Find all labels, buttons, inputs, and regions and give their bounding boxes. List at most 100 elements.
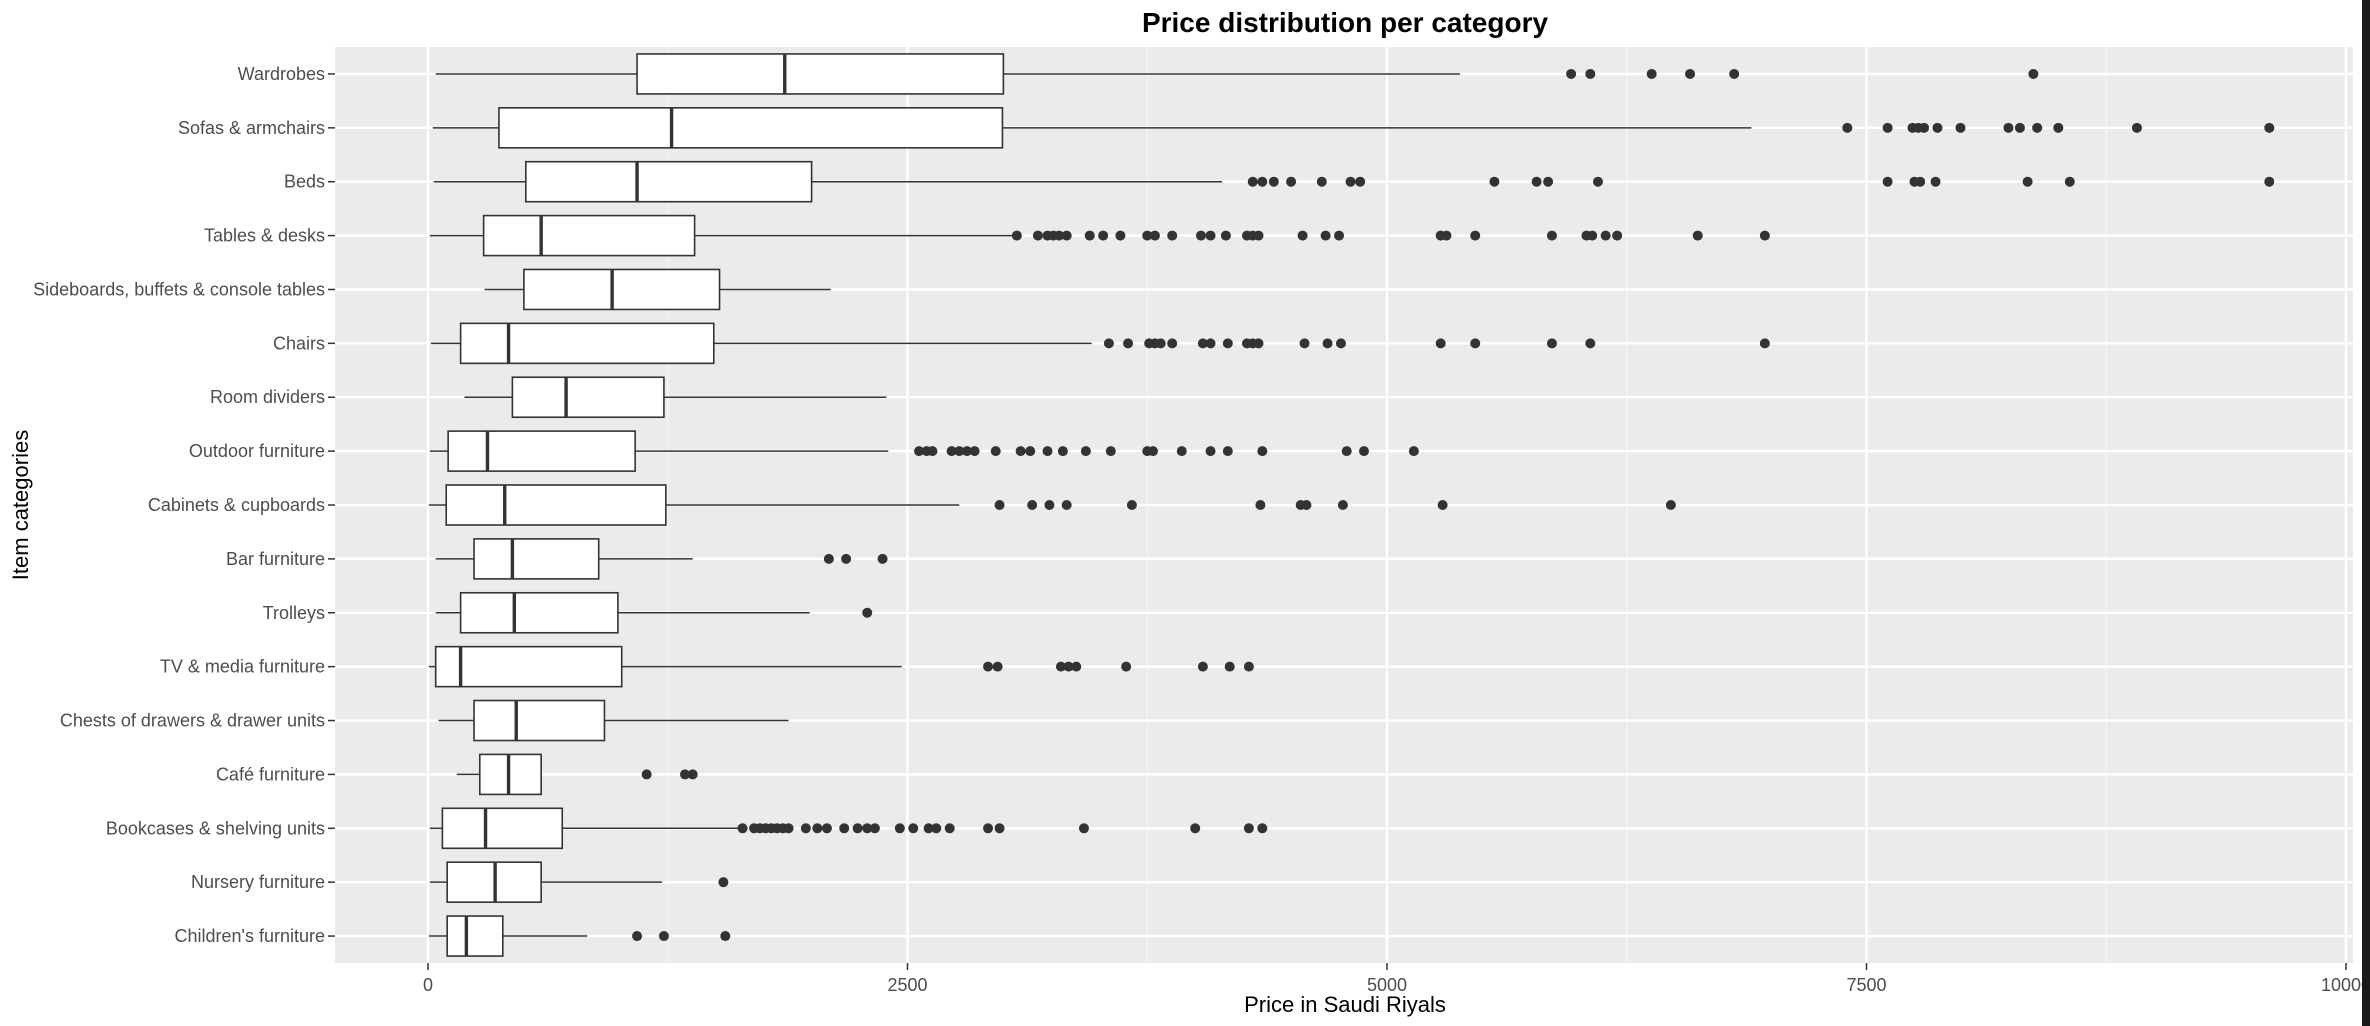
box-14 bbox=[429, 807, 1268, 850]
outlier-point bbox=[1955, 122, 1966, 133]
x-tick-label: 2500 bbox=[887, 975, 927, 995]
iqr-box bbox=[446, 915, 504, 957]
iqr-box bbox=[525, 160, 813, 203]
outlier-point bbox=[1685, 68, 1696, 79]
outlier-point bbox=[2003, 122, 2014, 133]
boxes bbox=[428, 53, 2275, 957]
outlier-point bbox=[1015, 446, 1026, 457]
outlier-point bbox=[1268, 176, 1279, 187]
outlier-point bbox=[1882, 176, 1893, 187]
y-tick-label: Room dividers bbox=[210, 387, 325, 407]
outlier-point bbox=[1470, 230, 1481, 241]
outlier-point bbox=[1408, 446, 1419, 457]
outlier-point bbox=[1470, 338, 1481, 349]
iqr-box bbox=[459, 322, 715, 365]
outlier-point bbox=[1355, 176, 1366, 187]
outlier-point bbox=[1061, 230, 1072, 241]
box-1 bbox=[432, 107, 2275, 149]
outlier-point bbox=[1057, 446, 1068, 457]
iqr-box bbox=[441, 807, 564, 850]
outlier-point bbox=[2053, 122, 2064, 133]
outlier-point bbox=[1932, 122, 1943, 133]
outlier-point bbox=[1126, 500, 1137, 510]
outlier-point bbox=[914, 446, 925, 457]
y-tick-label: Nursery furniture bbox=[191, 872, 325, 892]
right-edge-bar bbox=[2362, 0, 2370, 1026]
outlier-point bbox=[944, 823, 955, 834]
box-13 bbox=[456, 753, 698, 796]
outlier-point bbox=[1692, 230, 1703, 241]
outlier-point bbox=[1078, 823, 1089, 834]
outlier-point bbox=[737, 823, 748, 834]
outlier-point bbox=[1115, 230, 1126, 241]
outlier-point bbox=[1197, 338, 1208, 349]
outlier-point bbox=[1224, 661, 1235, 672]
outlier-point bbox=[969, 446, 980, 457]
outlier-point bbox=[994, 823, 1005, 834]
x-tick-label: 7500 bbox=[1846, 975, 1886, 995]
iqr-box bbox=[473, 538, 600, 580]
outlier-point bbox=[821, 823, 832, 834]
outlier-point bbox=[1489, 176, 1500, 187]
outlier-point bbox=[2014, 122, 2025, 133]
outlier-point bbox=[1148, 446, 1159, 457]
outlier-point bbox=[1167, 338, 1178, 349]
outlier-point bbox=[1220, 230, 1231, 241]
outlier-point bbox=[1253, 338, 1264, 349]
outlier-point bbox=[1341, 446, 1352, 457]
outlier-point bbox=[862, 607, 873, 618]
outlier-point bbox=[1197, 661, 1208, 672]
outlier-point bbox=[961, 446, 972, 457]
x-tick-label: 5000 bbox=[1367, 975, 1407, 995]
outlier-point bbox=[2264, 176, 2275, 187]
outlier-point bbox=[1063, 661, 1074, 672]
y-tick-label: Children's furniture bbox=[174, 926, 325, 946]
outlier-point bbox=[1297, 230, 1308, 241]
outlier-point bbox=[1253, 230, 1264, 241]
outlier-point bbox=[1592, 176, 1603, 187]
outlier-point bbox=[1155, 338, 1166, 349]
outlier-point bbox=[877, 553, 888, 564]
x-tick-label: 10000 bbox=[2321, 975, 2370, 995]
x-tick-label: 0 bbox=[423, 975, 433, 995]
outlier-point bbox=[641, 769, 652, 780]
outlier-point bbox=[1098, 230, 1109, 241]
iqr-box bbox=[478, 753, 542, 796]
box-16 bbox=[428, 915, 731, 957]
outlier-point bbox=[1205, 230, 1216, 241]
outlier-point bbox=[1665, 500, 1676, 510]
outlier-point bbox=[1176, 446, 1187, 457]
box-4 bbox=[484, 268, 831, 311]
y-tick-label: TV & media furniture bbox=[160, 657, 325, 677]
outlier-point bbox=[1027, 500, 1038, 510]
outlier-point bbox=[783, 823, 794, 834]
outlier-point bbox=[1103, 338, 1114, 349]
box-9 bbox=[435, 538, 888, 580]
outlier-point bbox=[1299, 338, 1310, 349]
iqr-box bbox=[511, 376, 665, 419]
outlier-point bbox=[841, 553, 852, 564]
outlier-point bbox=[1337, 500, 1348, 510]
y-tick-label: Outdoor furniture bbox=[189, 441, 325, 461]
outlier-point bbox=[1612, 230, 1623, 241]
outlier-point bbox=[1032, 230, 1043, 241]
y-tick-label: Café furniture bbox=[216, 764, 325, 784]
outlier-point bbox=[839, 823, 850, 834]
y-tick-label: Bar furniture bbox=[226, 549, 325, 569]
box-15 bbox=[429, 861, 729, 903]
box-0 bbox=[435, 53, 2039, 95]
outlier-point bbox=[992, 661, 1003, 672]
box-11 bbox=[428, 645, 1254, 688]
category-labels: Wardrobes Sofas & armchairs Beds Tables & d… bbox=[33, 64, 335, 946]
y-tick-label: Chairs bbox=[273, 333, 325, 353]
y-tick-label: Cabinets & cupboards bbox=[148, 495, 325, 515]
iqr-box bbox=[482, 214, 696, 257]
outlier-point bbox=[1345, 176, 1356, 187]
outlier-point bbox=[983, 823, 994, 834]
outlier-point bbox=[1243, 661, 1254, 672]
outlier-point bbox=[1121, 661, 1132, 672]
box-3 bbox=[429, 214, 1770, 257]
outlier-point bbox=[1167, 230, 1178, 241]
box-2 bbox=[433, 160, 2275, 203]
